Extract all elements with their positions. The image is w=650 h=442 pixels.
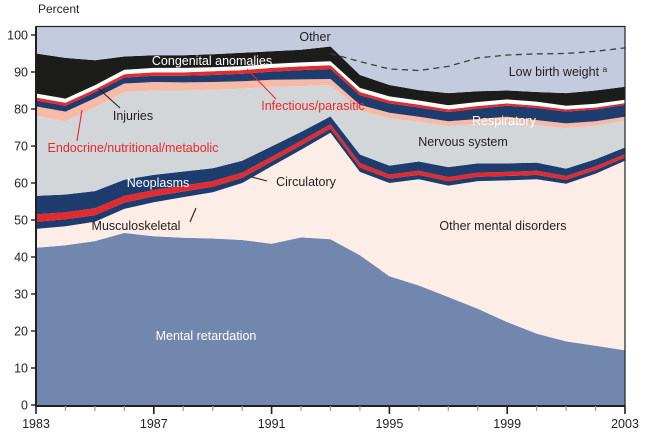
area-circulatory bbox=[36, 124, 625, 222]
y-tick-label-80: 80 bbox=[14, 103, 28, 117]
area-musculoskeletal bbox=[36, 128, 625, 229]
y-tick-label-40: 40 bbox=[14, 251, 28, 265]
annotation-musculoskeletal: Musculoskeletal bbox=[92, 219, 181, 233]
annotation-mental-retardation: Mental retardation bbox=[156, 329, 257, 343]
annotation-injuries: Injuries bbox=[113, 109, 153, 123]
annotation-other-mental-disorders: Other mental disorders bbox=[439, 219, 566, 233]
leader-musculoskeletal bbox=[189, 207, 197, 223]
leader-infectious-parasitic bbox=[246, 68, 277, 100]
y-tick-label-20: 20 bbox=[14, 325, 28, 339]
annotation-neoplasms: Neoplasms bbox=[127, 176, 190, 190]
annotation-nervous-system: Nervous system bbox=[418, 135, 508, 149]
low-birth-weight-line bbox=[330, 47, 626, 72]
x-tick-label-1995: 1995 bbox=[375, 417, 403, 431]
y-tick-label-100: 100 bbox=[7, 29, 28, 43]
area-other bbox=[36, 26, 625, 94]
area-nervous-system bbox=[36, 85, 625, 196]
annotation-other: Other bbox=[299, 30, 330, 44]
y-tick-label-70: 70 bbox=[14, 140, 28, 154]
x-tick-label-1987: 1987 bbox=[140, 417, 168, 431]
x-tick-label-1983: 1983 bbox=[22, 417, 50, 431]
x-tick-label-2003: 2003 bbox=[611, 417, 639, 431]
y-tick-label-90: 90 bbox=[14, 66, 28, 80]
y-tick-label-30: 30 bbox=[14, 288, 28, 302]
area-neoplasms bbox=[36, 116, 625, 215]
annotation-low-birth-weight-superscript: a bbox=[603, 64, 608, 74]
y-axis-title: Percent bbox=[38, 2, 80, 16]
annotation-congenital-anomalies: Congenital anomalies bbox=[152, 54, 272, 68]
annotation-circulatory: Circulatory bbox=[276, 175, 336, 189]
leader-endocrine-nutritional-metabolic bbox=[76, 109, 83, 142]
x-tick-label-1991: 1991 bbox=[258, 417, 286, 431]
area-respiratory bbox=[36, 69, 625, 124]
annotation-endocrine-nutritional-metabolic: Endocrine/nutritional/metabolic bbox=[48, 141, 219, 155]
area-congenital-anomalies bbox=[36, 46, 625, 106]
y-tick-label-50: 50 bbox=[14, 214, 28, 228]
leader-circulatory bbox=[251, 176, 268, 182]
annotation-low-birth-weight: Low birth weight a bbox=[509, 64, 608, 79]
y-tick-label-0: 0 bbox=[21, 399, 28, 413]
leader-injuries bbox=[98, 88, 121, 109]
y-tick-label-60: 60 bbox=[14, 177, 28, 191]
area-other-mental-disorders bbox=[36, 132, 625, 351]
annotation-respiratory: Respiratory bbox=[472, 114, 537, 128]
annotation-infectious-parasitic: Infectious/parasitic bbox=[261, 99, 365, 113]
x-tick-label-1999: 1999 bbox=[493, 417, 521, 431]
y-tick-label-10: 10 bbox=[14, 362, 28, 376]
area-mental-retardation bbox=[36, 232, 625, 405]
